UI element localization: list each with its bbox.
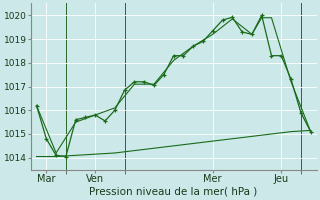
X-axis label: Pression niveau de la mer( hPa ): Pression niveau de la mer( hPa ) (90, 187, 258, 197)
